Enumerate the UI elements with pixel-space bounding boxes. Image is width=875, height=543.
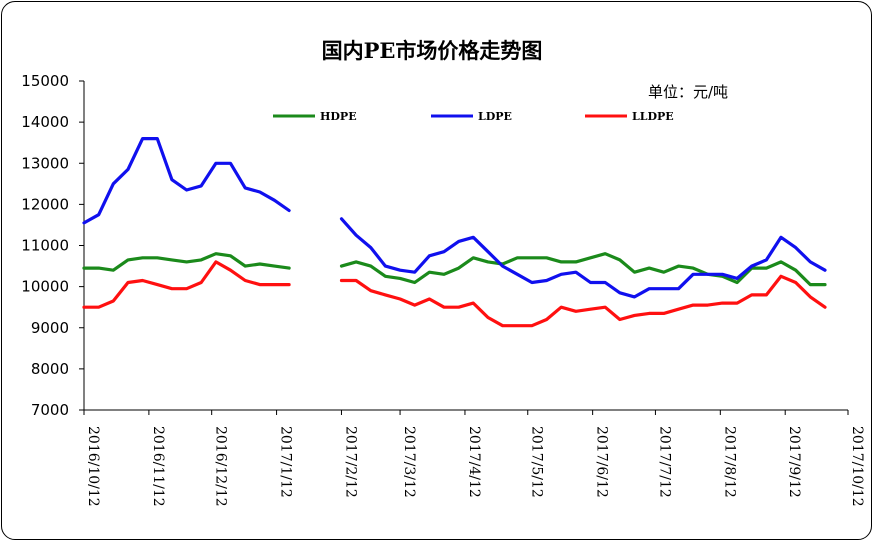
legend-label-hdpe: HDPE <box>320 110 357 123</box>
x-tick-label: 2017/9/12 <box>786 426 802 498</box>
series-hdpe <box>82 252 827 287</box>
series-lldpe <box>82 260 827 328</box>
axes: 7000 8000 9000 10000 11000 12000 13000 14000 150… <box>21 72 865 507</box>
y-tick-label: 14000 <box>21 113 69 131</box>
y-tick-label: 7000 <box>31 401 69 419</box>
y-tick-label: 13000 <box>21 154 69 172</box>
x-tick-label: 2016/12/12 <box>213 426 229 507</box>
y-tick-label: 8000 <box>31 360 69 378</box>
series-line-ldpe <box>82 137 291 225</box>
unit-label: 单位：元/吨 <box>648 83 728 101</box>
y-tick-label: 9000 <box>31 319 69 337</box>
x-tick-label: 2016/10/12 <box>85 426 101 507</box>
series-line-lldpe <box>339 274 827 328</box>
y-tick-label: 12000 <box>21 195 69 213</box>
x-tick-label: 2017/5/12 <box>529 426 545 498</box>
legend: HDPE LDPE LLDPE <box>273 110 674 123</box>
x-tick-label: 2017/7/12 <box>656 426 672 498</box>
series-ldpe <box>82 137 827 299</box>
x-tick-label: 2016/11/12 <box>150 426 166 507</box>
y-tick-label: 11000 <box>21 237 69 255</box>
legend-label-lldpe: LLDPE <box>632 110 674 123</box>
chart-title: 国内PE市场价格走势图 <box>322 38 543 63</box>
x-tick-label: 2017/6/12 <box>594 426 610 498</box>
series-layer <box>82 137 827 328</box>
x-tick-label: 2017/10/12 <box>849 426 865 507</box>
y-tick-label: 15000 <box>21 72 69 90</box>
legend-label-ldpe: LDPE <box>478 110 512 123</box>
series-line-lldpe <box>82 260 291 309</box>
x-tick-label: 2017/1/12 <box>278 426 294 498</box>
x-tick-label: 2017/4/12 <box>466 426 482 498</box>
series-line-hdpe <box>339 252 827 287</box>
x-tick-label: 2017/3/12 <box>401 426 417 498</box>
x-tick-label: 2017/2/12 <box>342 426 358 498</box>
x-tick-label: 2017/8/12 <box>721 426 737 498</box>
series-line-ldpe <box>339 217 827 299</box>
y-tick-label: 10000 <box>21 278 69 296</box>
series-line-hdpe <box>82 252 291 272</box>
